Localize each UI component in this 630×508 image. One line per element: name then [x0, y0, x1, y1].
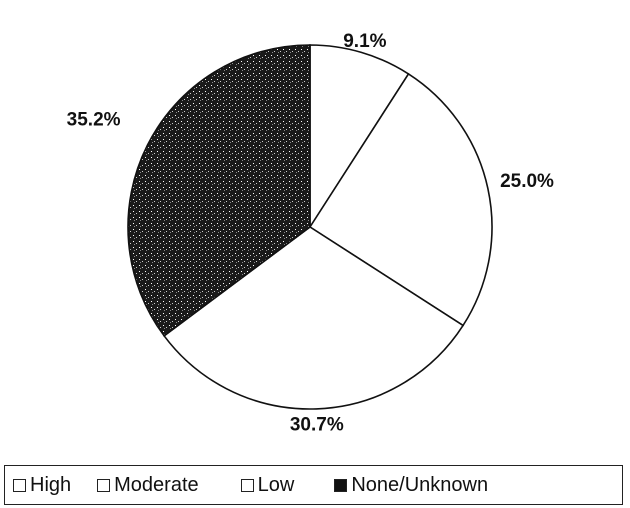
legend-label-high: High — [30, 473, 72, 496]
legend-label-none-unknown: None/Unknown — [351, 473, 489, 496]
legend-item-moderate: Moderate — [97, 474, 199, 497]
legend: High Moderate Low None/Unknown — [4, 465, 623, 505]
slice-label-low: 30.7% — [290, 414, 344, 435]
legend-swatch-moderate — [97, 478, 111, 492]
legend-item-low: Low — [240, 473, 295, 497]
slice-low — [162, 226, 465, 410]
slice-label-high: 9.1% — [343, 31, 386, 52]
legend-label-low: Low — [257, 473, 295, 496]
legend-swatch-none-unknown — [334, 478, 348, 492]
slice-label-none-unknown: 35.2% — [67, 110, 121, 131]
slice-none-unknown — [127, 44, 311, 337]
legend-item-high: High — [13, 474, 71, 497]
legend-item-none-unknown: None/Unknown — [334, 474, 488, 497]
legend-label-moderate: Moderate — [114, 473, 199, 496]
slice-high — [309, 44, 410, 230]
legend-swatch-high — [13, 478, 26, 492]
pie-chart-svg: 9.1% 25.0% 30.7% 35.2% — [67, 31, 554, 435]
slice-label-moderate: 25.0% — [500, 171, 554, 192]
slice-moderate — [308, 72, 493, 327]
legend-swatch-low — [240, 478, 254, 492]
pie-chart: 9.1% 25.0% 30.7% 35.2% — [67, 31, 554, 435]
